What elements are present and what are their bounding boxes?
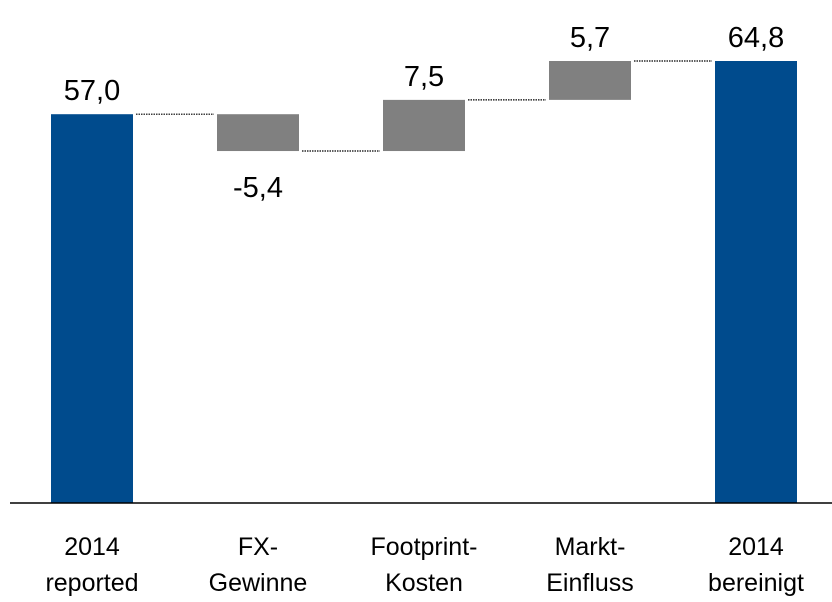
value-label-3: 5,7 [570, 22, 610, 54]
category-label-1-1: Gewinne [209, 569, 308, 597]
value-label-4: 64,8 [728, 22, 784, 54]
bar-0 [51, 114, 133, 503]
category-label-4-0: 2014 [728, 533, 784, 561]
category-label-3-1: Einfluss [546, 569, 634, 597]
value-labels: 57,0 -5,4 7,5 5,7 64,8 [64, 22, 784, 204]
connector-lines [136, 60, 712, 152]
bar-2 [383, 99, 465, 152]
category-label-1-0: FX- [238, 533, 278, 561]
bar-1 [217, 114, 299, 152]
bar-4 [715, 61, 797, 503]
category-label-2-1: Kosten [385, 569, 463, 597]
category-label-4-1: bereinigt [708, 569, 804, 597]
value-label-2: 7,5 [404, 61, 444, 93]
category-label-3-0: Markt- [555, 533, 626, 561]
value-label-1: -5,4 [233, 172, 283, 204]
category-labels: 2014 reported FX- Gewinne Footprint- Kosten Ma… [45, 533, 804, 597]
chart-bars [51, 61, 797, 503]
value-label-0: 57,0 [64, 75, 120, 107]
category-label-0-0: 2014 [64, 533, 120, 561]
category-label-2-0: Footprint- [371, 533, 478, 561]
category-label-0-1: reported [45, 569, 138, 597]
bar-3 [549, 61, 631, 100]
